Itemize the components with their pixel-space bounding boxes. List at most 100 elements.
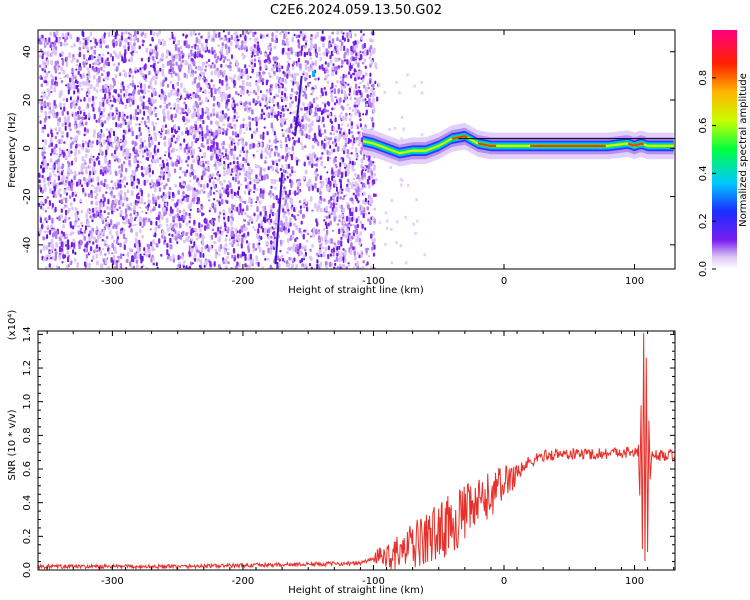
noise-cell: [299, 127, 302, 132]
noise-cell: [346, 215, 349, 222]
noise-cell: [93, 86, 96, 91]
noise-cell: [71, 56, 75, 61]
noise-cell: [190, 238, 194, 242]
noise-cell: [136, 163, 139, 168]
noise-cell: [106, 144, 110, 150]
noise-cell: [309, 248, 312, 252]
noise-cell: [149, 151, 152, 157]
noise-cell: [256, 50, 259, 57]
noise-cell: [360, 34, 364, 40]
noise-cell: [286, 171, 289, 175]
noise-cell: [66, 170, 70, 173]
noise-cell: [169, 61, 172, 67]
noise-cell: [231, 203, 234, 210]
noise-cell: [73, 43, 76, 48]
noise-cell: [50, 137, 53, 144]
noise-cell: [148, 70, 151, 76]
noise-cell: [123, 242, 127, 245]
noise-cell: [59, 149, 62, 155]
noise-cell: [254, 247, 258, 251]
noise-cell: [318, 199, 322, 205]
noise-cell: [230, 150, 233, 156]
noise-cell: [213, 240, 216, 243]
noise-cell: [152, 257, 155, 262]
noise-cell: [47, 206, 50, 209]
noise-cell: [350, 74, 353, 79]
noise-cell: [91, 95, 95, 101]
noise-cell: [107, 31, 111, 37]
noise-cell: [286, 203, 289, 209]
noise-cell: [103, 77, 107, 80]
noise-cell: [187, 107, 190, 114]
noise-cell: [188, 146, 191, 151]
noise-cell: [149, 43, 152, 47]
noise-cell: [78, 51, 82, 58]
noise-cell: [178, 261, 181, 265]
noise-cell: [52, 109, 56, 113]
noise-cell: [338, 256, 342, 261]
noise-cell: [311, 185, 314, 191]
noise-cell: [85, 114, 87, 120]
noise-cell: [324, 235, 327, 241]
noise-cell: [337, 65, 340, 68]
noise-cell: [171, 31, 174, 34]
noise-cell: [131, 130, 134, 137]
noise-cell: [212, 180, 215, 186]
noise-cell: [44, 163, 47, 169]
noise-cell: [107, 51, 110, 55]
noise-cell: [70, 76, 74, 83]
noise-cell: [214, 248, 218, 252]
noise-cell: [214, 33, 218, 38]
noise-cell: [93, 249, 96, 254]
noise-cell: [270, 240, 273, 245]
noise-cell: [65, 98, 69, 103]
noise-cell: [238, 195, 241, 199]
noise-cell: [113, 50, 116, 54]
noise-cell: [91, 55, 94, 60]
noise-cell: [48, 144, 51, 148]
noise-cell: [123, 113, 126, 117]
noise-cell: [225, 93, 228, 98]
noise-cell: [161, 63, 165, 68]
noise-cell: [238, 262, 241, 268]
noise-cell: [236, 103, 239, 107]
noise-cell: [202, 184, 206, 190]
noise-cell: [369, 79, 372, 84]
noise-cell: [240, 89, 243, 95]
noise-cell: [342, 157, 345, 163]
noise-cell: [178, 176, 182, 179]
noise-cell: [353, 229, 356, 234]
noise-cell: [180, 131, 184, 136]
noise-cell: [302, 102, 305, 107]
noise-cell: [371, 241, 375, 246]
noise-cell: [373, 244, 376, 250]
noise-cell: [333, 242, 336, 245]
noise-cell: [151, 254, 154, 259]
noise-cell: [332, 196, 335, 200]
noise-cell: [282, 208, 285, 213]
noise-cell: [347, 83, 350, 86]
noise-cell: [168, 233, 171, 236]
noise-cell: [208, 199, 211, 202]
noise-cell: [112, 240, 116, 243]
noise-cell: [169, 80, 173, 84]
noise-cell: [265, 58, 268, 63]
noise-cell: [313, 132, 316, 138]
noise-cell: [79, 62, 81, 68]
noise-cell: [331, 169, 334, 175]
noise-cell: [84, 39, 87, 46]
noise-cell: [205, 81, 208, 86]
noise-cell: [49, 167, 52, 170]
noise-cell: [342, 132, 345, 136]
noise-cell: [212, 192, 216, 195]
noise-cell: [276, 162, 278, 167]
noise-cell: [232, 99, 235, 104]
noise-cell: [179, 46, 182, 50]
noise-cell: [50, 238, 54, 243]
noise-cell: [191, 171, 194, 175]
noise-cell: [271, 166, 275, 172]
noise-cell: [352, 208, 355, 213]
noise-cell: [140, 57, 143, 62]
noise-cell: [346, 103, 350, 106]
noise-cell: [149, 155, 152, 158]
